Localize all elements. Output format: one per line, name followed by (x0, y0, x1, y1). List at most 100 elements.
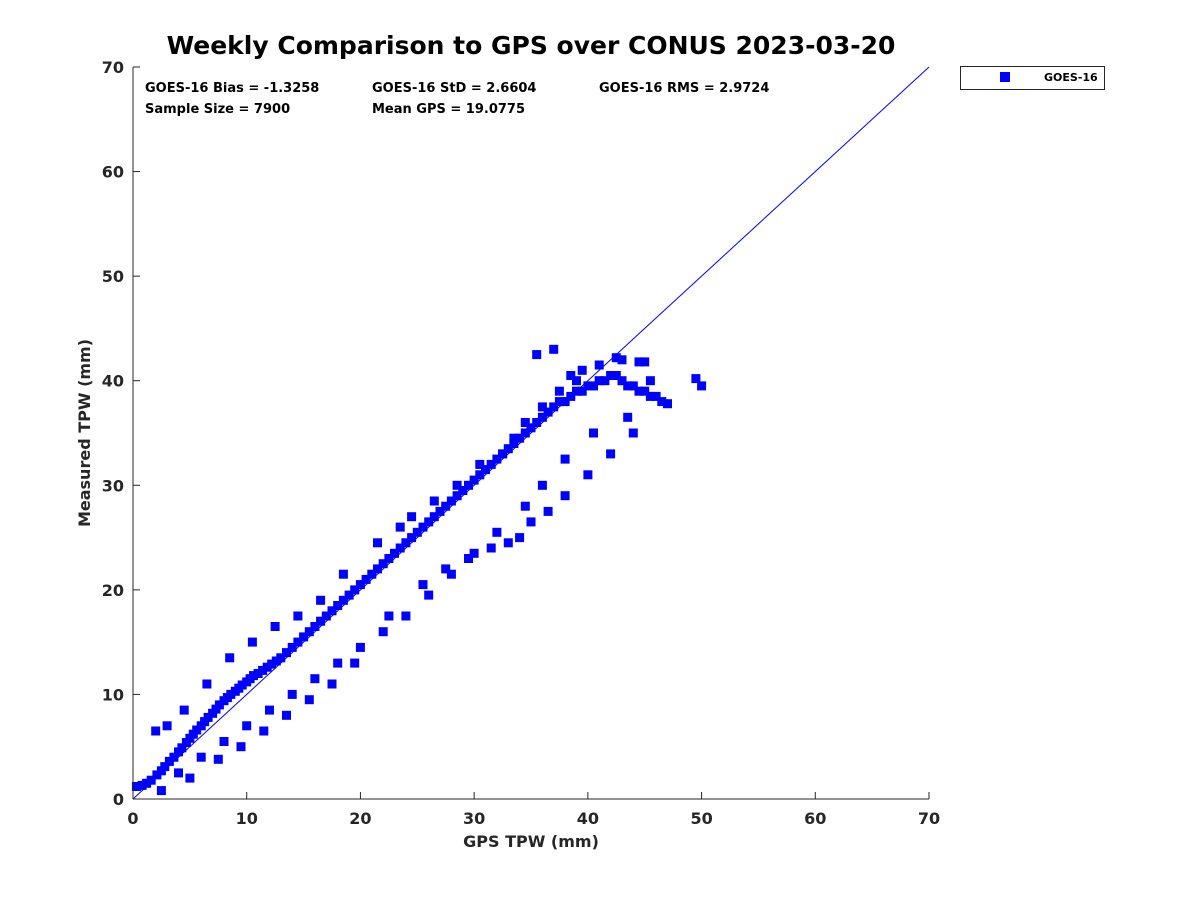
y-tick-label: 0 (113, 790, 124, 809)
x-axis-label: GPS TPW (mm) (463, 832, 599, 851)
data-point (503, 444, 513, 454)
data-point (287, 642, 297, 652)
data-point (270, 622, 280, 631)
data-point (156, 786, 166, 796)
data-point (321, 611, 331, 621)
data-point (452, 491, 462, 501)
data-point (623, 412, 633, 422)
data-point (498, 449, 508, 459)
data-point (338, 569, 348, 579)
data-point (583, 381, 593, 391)
data-point (532, 418, 542, 427)
data-point (492, 527, 502, 537)
x-tick-label: 50 (690, 809, 712, 828)
data-point (355, 642, 365, 652)
data-point (486, 543, 496, 553)
data-point (469, 475, 479, 485)
data-point (526, 423, 536, 433)
y-tick-label: 40 (102, 372, 124, 391)
data-point (373, 538, 382, 548)
stat-std: GOES-16 StD = 2.6604 (372, 81, 536, 96)
data-point (316, 616, 326, 626)
data-points (131, 344, 707, 796)
data-point (179, 705, 189, 715)
data-point (481, 465, 490, 475)
data-point (162, 721, 172, 731)
data-point (543, 407, 553, 417)
data-point (401, 538, 411, 548)
data-point (503, 538, 513, 548)
data-point (259, 726, 269, 736)
stat-bias: GOES-16 Bias = -1.3258 (145, 81, 319, 96)
data-point (213, 754, 223, 764)
data-point (160, 762, 170, 772)
data-point (344, 590, 354, 600)
data-point (577, 365, 587, 375)
data-point (276, 653, 286, 663)
data-point (174, 768, 183, 778)
data-point (407, 512, 417, 522)
x-tick-label: 70 (918, 809, 940, 828)
y-tick-label: 10 (102, 685, 124, 704)
data-point (554, 397, 564, 407)
data-point (327, 679, 337, 689)
data-point (282, 648, 291, 658)
data-point (645, 391, 655, 401)
x-tick-label: 40 (577, 809, 599, 828)
data-point (258, 665, 268, 675)
data-point (214, 700, 224, 710)
plot-area: 0 10 20 30 40 50 60 70 0 10 20 30 40 50 60 70 (102, 58, 940, 828)
data-point (554, 386, 564, 396)
chart-title: Weekly Comparison to GPS over CONUS 2023… (167, 31, 896, 60)
data-point (202, 679, 212, 689)
data-point (509, 439, 519, 448)
legend-marker-goes-16 (1000, 72, 1010, 82)
legend-label-goes-16: GOES-16 (1044, 71, 1098, 84)
y-tick-label: 50 (102, 267, 124, 286)
data-point (236, 742, 246, 752)
data-point (310, 674, 320, 684)
data-point (299, 632, 309, 642)
data-point (526, 517, 536, 527)
data-point (594, 376, 604, 386)
data-point (429, 512, 439, 522)
data-point (219, 737, 229, 746)
data-point (623, 381, 633, 391)
data-point (634, 357, 644, 367)
data-point (537, 402, 547, 412)
data-point (594, 360, 604, 370)
data-point (475, 470, 485, 480)
data-point (407, 533, 417, 543)
data-point (304, 627, 314, 637)
data-point (464, 480, 473, 490)
data-point (606, 371, 616, 380)
data-point (520, 501, 530, 511)
data-point (537, 412, 547, 422)
x-tick-label: 30 (463, 809, 485, 828)
legend-box (960, 66, 1105, 90)
data-point (185, 773, 195, 783)
data-point (196, 752, 206, 762)
data-point (458, 486, 468, 495)
data-point (520, 418, 530, 427)
data-point (657, 397, 667, 407)
data-point (395, 522, 405, 532)
data-point (441, 501, 451, 511)
data-point (333, 601, 343, 610)
data-point (249, 671, 258, 681)
data-point (560, 454, 570, 464)
y-tick-label: 60 (102, 163, 124, 182)
x-tick-label: 60 (804, 809, 826, 828)
data-point (663, 399, 672, 409)
data-point (418, 580, 428, 590)
data-point (611, 371, 621, 380)
data-point (589, 428, 598, 438)
data-point (293, 611, 303, 621)
data-point (282, 710, 291, 720)
x-tick-label: 0 (127, 809, 138, 828)
data-point (486, 459, 496, 469)
data-point (350, 658, 360, 668)
data-point (355, 580, 365, 590)
data-point (441, 564, 451, 574)
